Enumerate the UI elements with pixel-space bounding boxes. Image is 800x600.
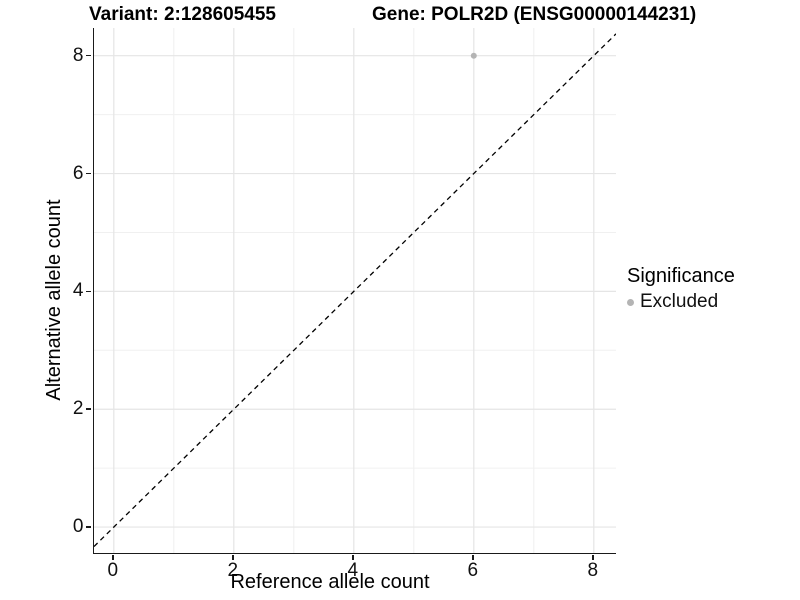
identity-dashed-line — [94, 33, 616, 547]
plot-canvas — [94, 28, 616, 553]
legend-title: Significance — [627, 265, 735, 287]
y-tick-mark — [86, 172, 92, 175]
x-tick-mark — [232, 554, 234, 560]
plot-title-variant: Variant: 2:128605455 — [89, 4, 276, 25]
y-tick-label: 8 — [72, 44, 84, 66]
legend: Significance Excluded — [627, 265, 735, 313]
y-tick-label: 4 — [72, 280, 84, 302]
x-tick-label: 2 — [227, 560, 239, 581]
legend-item-excluded: Excluded — [627, 291, 735, 313]
legend-items: Excluded — [627, 291, 735, 313]
y-tick-label: 0 — [72, 516, 84, 538]
data-point — [470, 52, 477, 59]
x-tick-mark — [472, 554, 474, 560]
x-tick-mark — [592, 554, 594, 560]
plot-title-gene: Gene: POLR2D (ENSG00000144231) — [372, 4, 697, 25]
y-tick-label: 2 — [72, 398, 84, 420]
y-tick-mark — [86, 54, 92, 57]
x-tick-mark — [112, 554, 114, 560]
x-tick-label: 4 — [347, 560, 359, 581]
legend-point-icon — [627, 298, 634, 306]
y-tick-mark — [86, 290, 92, 293]
x-tick-label: 6 — [467, 560, 479, 581]
legend-item-label: Excluded — [640, 291, 719, 312]
x-tick-mark — [352, 554, 354, 560]
x-axis-title: Reference allele count — [230, 571, 430, 593]
y-tick-mark — [86, 408, 92, 411]
y-tick-mark — [86, 526, 92, 528]
y-tick-label: 6 — [72, 162, 84, 184]
x-tick-label: 8 — [587, 560, 599, 581]
plot-panel — [93, 28, 616, 554]
x-tick-label: 0 — [107, 560, 119, 581]
